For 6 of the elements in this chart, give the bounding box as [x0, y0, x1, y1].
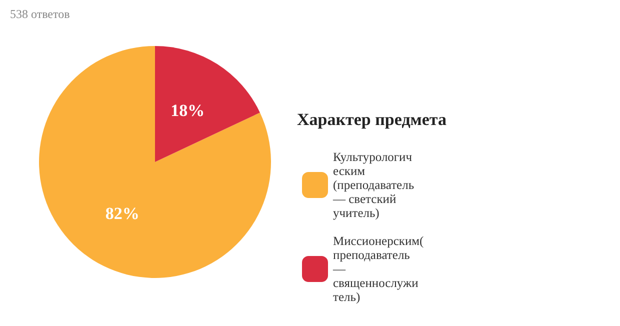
data-label: 18%	[170, 100, 205, 120]
legend-label: Миссионерским(преподаватель — священнослужитель)	[332, 234, 424, 304]
legend-title: Характер предмета	[297, 110, 447, 129]
legend-label: Культурологическим (преподаватель — светский учитель)	[332, 150, 418, 220]
text: 538 ответов	[10, 7, 70, 21]
data-label: 82%	[105, 204, 140, 224]
